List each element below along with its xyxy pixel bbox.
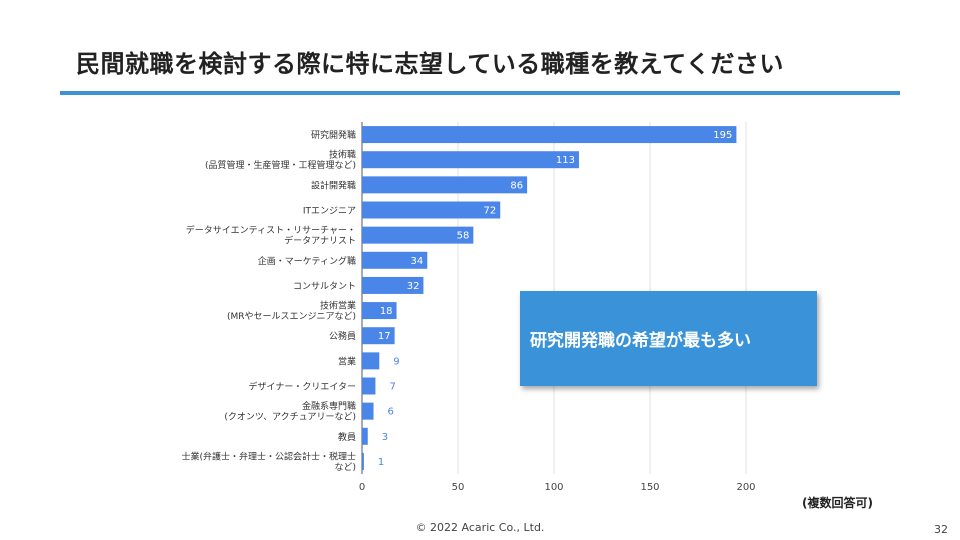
bar-value-label: 3 [382,432,388,443]
bar [362,151,579,169]
bar-value-label: 6 [388,407,394,418]
page-number: 32 [934,523,948,536]
category-label: データアナリスト [284,235,356,247]
category-label: (MRやセールスエンジニアなど) [227,311,356,322]
category-label: (クオンツ、アクチュアリーなど) [224,412,356,423]
bar-value-label: 17 [378,331,391,342]
bar [362,352,380,370]
bar-value-label: 1 [378,457,384,468]
category-label: 企画・マーケティング職 [258,255,356,267]
callout-text: 研究開発職の希望が最も多い [530,331,751,351]
bar [362,427,368,445]
multiple-answer-note: (複数回答可) [802,496,873,510]
bar [362,201,501,219]
bar [362,377,376,395]
bar [362,126,737,144]
category-label: 営業 [338,355,356,367]
bar-value-label: 32 [407,281,420,292]
category-label: など) [334,462,356,473]
x-tick-label: 150 [640,482,659,493]
copyright-footer: © 2022 Acaric Co., Ltd. [415,521,545,534]
category-label: 公務員 [329,330,356,342]
category-label: 金融系専門職 [302,400,356,412]
category-label: 士業(弁護士・弁理士・公認会計士・税理士 [181,450,356,462]
bar-value-label: 72 [484,206,497,217]
bar [362,402,374,420]
category-label: (品質管理・生産管理・工程管理など) [205,159,356,171]
category-label: 設計開発職 [311,179,356,191]
bar-value-label: 58 [457,231,470,242]
bar-value-label: 86 [510,180,523,191]
callout-box: 研究開発職の希望が最も多い [520,291,817,386]
slide-title: 民間就職を検討する際に特に志望している職種を教えてください [76,50,784,78]
category-label: ITエンジニア [303,207,356,217]
bar [362,226,474,244]
bar-value-label: 195 [713,130,732,141]
bar [362,327,395,345]
bar [362,251,428,269]
bar-value-label: 113 [556,155,575,166]
bar-value-label: 18 [380,306,393,317]
category-label: 技術職 [329,149,356,161]
bar [362,276,424,294]
bar-value-label: 34 [411,256,424,267]
x-tick-label: 100 [544,482,563,493]
x-tick-label: 0 [359,482,365,493]
category-label: コンサルタント [293,281,356,292]
category-label: デザイナー・クリエイター [249,381,356,393]
title-underline [60,91,900,95]
category-label: 研究開発職 [311,129,356,141]
category-label: 教員 [338,431,356,443]
bar [362,176,528,194]
bar [362,452,364,470]
bar-value-label: 9 [393,356,399,367]
x-tick-label: 50 [452,482,465,493]
bar-value-label: 7 [389,382,395,393]
category-label: データサイエンティスト・リサーチャー・ [186,224,356,236]
bar [362,302,397,320]
category-label: 技術営業 [320,300,356,312]
x-tick-label: 200 [736,482,755,493]
